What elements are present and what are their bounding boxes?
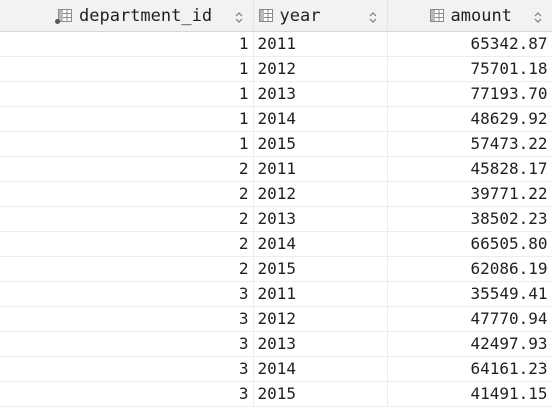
cell-department-id[interactable]: 1 xyxy=(0,81,254,107)
table-row[interactable]: 2 2011 45828.17 xyxy=(0,156,552,182)
table-row[interactable]: 3 2013 42497.93 xyxy=(0,331,552,357)
cell-amount[interactable]: 62086.19 xyxy=(387,256,552,282)
cell-amount[interactable]: 42497.93 xyxy=(387,331,552,357)
cell-year[interactable]: 2013 xyxy=(253,81,388,107)
cell-department-id[interactable]: 1 xyxy=(0,31,254,57)
table-row[interactable]: 1 2013 77193.70 xyxy=(0,81,552,107)
table-row[interactable]: 3 2011 35549.41 xyxy=(0,281,552,307)
cell-department-id[interactable]: 1 xyxy=(0,131,254,157)
cell-amount[interactable]: 75701.18 xyxy=(387,56,552,82)
cell-department-id[interactable]: 1 xyxy=(0,56,254,82)
cell-year[interactable]: 2012 xyxy=(253,181,388,207)
cell-department-id[interactable]: 3 xyxy=(0,381,254,407)
sort-icon[interactable] xyxy=(369,9,377,23)
table-row[interactable]: 1 2012 75701.18 xyxy=(0,56,552,82)
column-header-label: amount xyxy=(450,5,512,26)
cell-department-id[interactable]: 2 xyxy=(0,256,254,282)
cell-department-id[interactable]: 3 xyxy=(0,331,254,357)
cell-department-id[interactable]: 2 xyxy=(0,181,254,207)
cell-department-id[interactable]: 3 xyxy=(0,281,254,307)
cell-department-id[interactable]: 3 xyxy=(0,306,254,332)
cell-department-id[interactable]: 2 xyxy=(0,231,254,257)
table-row[interactable]: 3 2012 47770.94 xyxy=(0,306,552,332)
column-header-year[interactable]: year xyxy=(253,0,388,32)
cell-year[interactable]: 2011 xyxy=(253,31,388,57)
sort-icon[interactable] xyxy=(235,9,243,23)
cell-amount[interactable]: 41491.15 xyxy=(387,381,552,407)
cell-amount[interactable]: 64161.23 xyxy=(387,356,552,382)
cell-amount[interactable]: 66505.80 xyxy=(387,231,552,257)
table-row[interactable]: 2 2014 66505.80 xyxy=(0,231,552,257)
cell-year[interactable]: 2013 xyxy=(253,331,388,357)
cell-amount[interactable]: 38502.23 xyxy=(387,206,552,232)
column-header-department-id[interactable]: department_id xyxy=(0,0,254,32)
header-row: department_id xyxy=(0,0,552,32)
table-row[interactable]: 2 2015 62086.19 xyxy=(0,256,552,282)
table-row[interactable]: 2 2012 39771.22 xyxy=(0,181,552,207)
cell-year[interactable]: 2014 xyxy=(253,106,388,132)
table-row[interactable]: 3 2015 41491.15 xyxy=(0,381,552,407)
table-row[interactable]: 1 2011 65342.87 xyxy=(0,31,552,57)
cell-year[interactable]: 2014 xyxy=(253,356,388,382)
cell-year[interactable]: 2012 xyxy=(253,56,388,82)
cell-department-id[interactable]: 3 xyxy=(0,356,254,382)
column-header-label: department_id xyxy=(79,5,213,26)
cell-department-id[interactable]: 1 xyxy=(0,106,254,132)
cell-amount[interactable]: 35549.41 xyxy=(387,281,552,307)
table-row[interactable]: 1 2015 57473.22 xyxy=(0,131,552,157)
cell-year[interactable]: 2011 xyxy=(253,281,388,307)
cell-year[interactable]: 2013 xyxy=(253,206,388,232)
table-row[interactable]: 1 2014 48629.92 xyxy=(0,106,552,132)
sort-icon[interactable] xyxy=(534,9,542,23)
cell-year[interactable]: 2011 xyxy=(253,156,388,182)
cell-department-id[interactable]: 2 xyxy=(0,156,254,182)
cell-amount[interactable]: 45828.17 xyxy=(387,156,552,182)
cell-year[interactable]: 2014 xyxy=(253,231,388,257)
table-row[interactable]: 3 2014 64161.23 xyxy=(0,356,552,382)
cell-department-id[interactable]: 2 xyxy=(0,206,254,232)
column-header-label: year xyxy=(279,5,321,26)
cell-year[interactable]: 2015 xyxy=(253,131,388,157)
cell-amount[interactable]: 57473.22 xyxy=(387,131,552,157)
cell-year[interactable]: 2015 xyxy=(253,256,388,282)
column-icon xyxy=(258,9,273,22)
table-row[interactable]: 2 2013 38502.23 xyxy=(0,206,552,232)
column-header-amount[interactable]: amount xyxy=(387,0,552,32)
cell-amount[interactable]: 47770.94 xyxy=(387,306,552,332)
key-column-icon xyxy=(55,9,72,24)
cell-amount[interactable]: 65342.87 xyxy=(387,31,552,57)
cell-amount[interactable]: 48629.92 xyxy=(387,106,552,132)
cell-amount[interactable]: 39771.22 xyxy=(387,181,552,207)
cell-year[interactable]: 2015 xyxy=(253,381,388,407)
cell-year[interactable]: 2012 xyxy=(253,306,388,332)
cell-amount[interactable]: 77193.70 xyxy=(387,81,552,107)
column-icon xyxy=(429,9,444,22)
